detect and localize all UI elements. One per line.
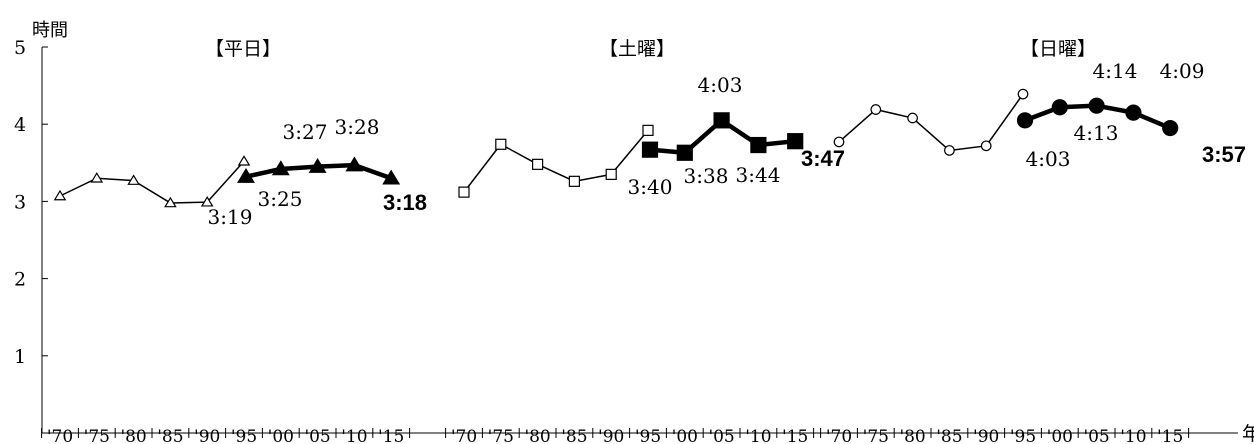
old-series-point [642, 124, 654, 136]
data-label: 3:25 [258, 187, 303, 211]
panel-1: '70'75'80'85'90'95'00'05'10'15【平日】3:193:… [41, 38, 427, 444]
x-tick-label: '70 [47, 427, 73, 444]
new-series-point [641, 141, 659, 158]
data-label: 4:13 [1074, 121, 1119, 145]
x-tick-label: '10 [1120, 427, 1146, 444]
x-tick-label: '75 [863, 427, 889, 444]
old-series-point [568, 175, 581, 187]
old-series-point [164, 196, 177, 208]
x-tick-label: '80 [524, 427, 550, 444]
x-tick-label: '85 [157, 427, 183, 444]
x-tick-label: '05 [304, 427, 330, 444]
data-label: 3:40 [628, 175, 673, 199]
data-label: 3:18 [383, 190, 427, 215]
panel-title: 【平日】 [205, 38, 281, 60]
data-label: 3:19 [208, 205, 253, 229]
old-series-point [90, 172, 104, 183]
new-series-point [382, 169, 401, 185]
new-series-point [308, 157, 327, 173]
new-series-point [1088, 97, 1105, 114]
old-series-point [870, 104, 882, 115]
y-tick-label: 5 [14, 37, 26, 59]
old-series-point [200, 196, 214, 207]
old-series-point [605, 168, 617, 180]
panel-title: 【土曜】 [599, 38, 675, 60]
x-tick-label: '95 [231, 427, 257, 444]
old-series-line [59, 160, 245, 204]
old-series-point [907, 112, 918, 124]
new-series-point [237, 168, 255, 183]
old-series-point [53, 189, 67, 201]
x-tick-label: '75 [84, 427, 110, 444]
x-tick-label: '90 [194, 427, 220, 444]
old-series-line [463, 129, 649, 193]
data-label: 3:38 [684, 164, 729, 188]
old-series-line [838, 93, 1024, 152]
x-tick-label: '95 [635, 427, 661, 444]
x-tick-label: '10 [341, 427, 367, 444]
x-tick-label: '00 [672, 427, 698, 444]
data-label: 3:27 [283, 120, 328, 144]
x-tick-label: '85 [561, 427, 587, 444]
new-series-point [1051, 99, 1068, 116]
y-tick-label: 1 [14, 346, 26, 368]
old-series-point [458, 186, 470, 198]
panel-2: '70 '75 '80 '85 '90 '95 '00 '05 '10 '15 【土曜】 3:40 3:… [445, 38, 845, 444]
old-series-point [127, 174, 140, 185]
x-tick-label: '10 [745, 427, 771, 444]
new-series-point [345, 156, 364, 172]
y-tick-label: 3 [14, 191, 26, 213]
panels: '70'75'80'85'90'95'00'05'10'15【平日】3:193:… [41, 38, 1246, 444]
old-series-point [833, 136, 845, 148]
data-label: 3:44 [736, 163, 781, 187]
x-tick-label: '05 [1083, 427, 1109, 444]
data-label: 4:14 [1093, 59, 1138, 83]
x-tick-label: '90 [598, 427, 624, 444]
x-tick-label: '05 [708, 427, 734, 444]
new-series-point [713, 112, 730, 129]
panel-3: '70'75'80'85'90'95'00'05'10'15【日曜】4:034:… [820, 38, 1246, 444]
data-label: 3:28 [335, 115, 380, 139]
old-series-point [531, 158, 544, 170]
y-axis-label: 時間 [32, 20, 68, 41]
new-series-point [271, 160, 290, 176]
data-label: 4:03 [698, 73, 743, 97]
data-label: 4:03 [1026, 147, 1071, 171]
old-series-point [1017, 88, 1029, 100]
data-label: 4:09 [1160, 59, 1205, 83]
y-tick-label: 2 [14, 269, 26, 291]
x-tick-label: '95 [1010, 427, 1036, 444]
x-tick-label: '75 [488, 427, 514, 444]
x-tick-label: '85 [936, 427, 962, 444]
new-series-point [1016, 112, 1034, 129]
data-label: 3:57 [1202, 142, 1246, 167]
axes: 時間 5 4 3 2 1 年 [14, 20, 1254, 444]
old-series-point [944, 145, 955, 156]
x-tick-label: '70 [826, 427, 852, 444]
new-series-point [1125, 104, 1142, 121]
new-series-point [787, 133, 804, 150]
x-axis-label: 年 [1242, 423, 1254, 444]
x-tick-label: '90 [973, 427, 999, 444]
x-tick-label: '00 [1047, 427, 1073, 444]
old-series-point [495, 138, 507, 150]
x-tick-label: '15 [782, 427, 808, 444]
panel-title: 【日曜】 [1020, 38, 1096, 60]
data-label: 3:47 [801, 146, 845, 171]
x-tick-label: '00 [268, 427, 294, 444]
new-series-point [676, 144, 693, 161]
x-tick-label: '15 [378, 427, 404, 444]
x-tick-label: '80 [899, 427, 925, 444]
new-series-point [750, 136, 767, 154]
x-tick-label: '70 [451, 427, 477, 444]
x-tick-label: '80 [120, 427, 146, 444]
old-series-point [980, 140, 992, 152]
x-tick-label: '15 [1157, 427, 1183, 444]
old-series-point [237, 155, 251, 166]
new-series-point [1162, 119, 1179, 137]
y-tick-label: 4 [14, 114, 26, 136]
